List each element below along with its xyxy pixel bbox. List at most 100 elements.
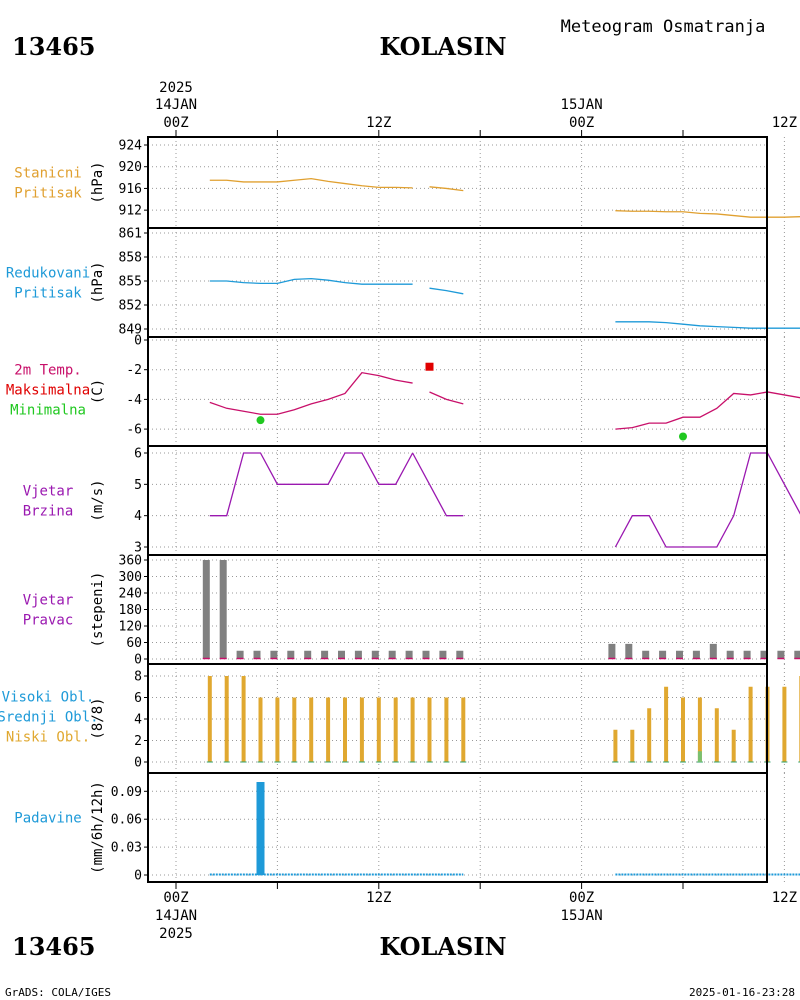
station-name-top: KOLASIN	[379, 32, 506, 61]
panel-4-ytick-label: 5	[134, 478, 142, 493]
panel-5-ylabel: (stepeni)	[90, 572, 106, 648]
low-cloud-bar	[376, 697, 381, 762]
station-id-top: 13465	[12, 32, 96, 61]
panel-2-ytick-label: 849	[119, 323, 142, 338]
low-cloud-bar	[343, 697, 347, 762]
panel-5-ytick-label: 240	[119, 587, 142, 602]
low-cloud-bar	[258, 697, 263, 762]
panel-4-series-line	[412, 452, 431, 485]
wind-direction-bar	[338, 650, 345, 659]
panel-4-legend-2: Brzina	[23, 504, 74, 520]
low-cloud-bar	[359, 697, 364, 762]
max-temp-point	[425, 362, 434, 371]
wind-direction-bar	[219, 560, 227, 659]
bottom-time-label: 12Z	[366, 890, 391, 906]
top-time-label: 00Z	[163, 115, 188, 131]
low-cloud-bar	[613, 729, 618, 762]
panel-4-ylabel: (m/s)	[90, 479, 106, 521]
panel-6-ytick-label: 2	[134, 734, 142, 749]
footer-credit: GrADS: COLA/IGES	[5, 986, 111, 999]
panel-3-ylabel: (C)	[90, 379, 106, 404]
wind-direction-bar	[726, 650, 734, 659]
wind-direction-bar	[794, 650, 800, 659]
panel-1-series-line	[615, 210, 800, 218]
panel-1-frame	[147, 136, 768, 229]
wind-direction-bar	[743, 650, 751, 659]
wind-direction-bar	[354, 650, 362, 659]
top-date-label: 15JAN	[561, 97, 603, 113]
low-cloud-bar	[427, 697, 432, 762]
panel-7-legend-1: Padavine	[14, 811, 81, 827]
panel-1-ytick-label: 920	[119, 160, 142, 175]
panel-2-series-line	[209, 277, 413, 285]
station-id-bottom: 13465	[12, 932, 96, 961]
top-year-label: 2025	[159, 80, 193, 96]
low-cloud-bar	[207, 676, 212, 762]
wind-direction-bar	[625, 643, 633, 659]
wind-direction-bar	[456, 650, 464, 659]
panel-3-series-line	[209, 371, 413, 415]
bottom-date-label: 14JAN	[155, 908, 197, 924]
wind-direction-bar	[760, 650, 768, 659]
low-cloud-bar	[292, 697, 297, 762]
panel-2-legend-1: Redukovani	[6, 266, 90, 282]
panel-5-legend-1: Vjetar	[23, 593, 74, 609]
panel-1-ytick-label: 924	[119, 139, 143, 154]
wind-direction-bar	[709, 643, 717, 659]
wind-direction-bar	[236, 650, 244, 659]
panel-5-legend-2: Pravac	[23, 613, 74, 629]
panel-1-legend-1: Stanicni	[14, 166, 81, 182]
panel-1-legend-2: Pritisak	[14, 186, 82, 202]
panel-6-legend-1: Visoki Obl.	[2, 690, 95, 706]
wind-direction-bar	[439, 650, 447, 659]
bottom-time-label: 00Z	[569, 890, 594, 906]
top-time-label: 00Z	[569, 115, 594, 131]
panel-5-ytick-label: 180	[119, 603, 142, 618]
low-cloud-bar	[681, 697, 685, 762]
wind-direction-bar	[202, 560, 210, 659]
panel-3-ytick-label: -4	[126, 393, 142, 408]
panel-3-series-line	[429, 391, 464, 405]
wind-direction-bar	[405, 650, 413, 659]
panel-3-series-line	[615, 391, 800, 430]
panel-2-ytick-label: 861	[119, 227, 142, 242]
bottom-date-label: 15JAN	[561, 908, 603, 924]
panel-5-ytick-label: 360	[119, 554, 142, 569]
panel-2-ylabel: (hPa)	[90, 261, 106, 303]
low-cloud-bar	[224, 676, 229, 762]
panel-7-ylabel: (mm/6h/12h)	[90, 781, 106, 874]
panel-7-ytick-label: 0	[134, 869, 142, 884]
min-temp-point	[679, 432, 687, 441]
panel-4-series-line	[614, 452, 800, 548]
bottom-time-label: 00Z	[163, 890, 188, 906]
panel-7-ytick-label: 0.06	[111, 813, 142, 828]
panel-6-ytick-label: 6	[134, 691, 142, 706]
bottom-time-label: 12Z	[772, 890, 797, 906]
meteogram-subtitle: Meteogram Osmatranja	[561, 17, 766, 37]
low-cloud-bar	[393, 697, 398, 762]
panel-1-ytick-label: 912	[119, 204, 142, 219]
panel-1-series-line	[209, 178, 413, 189]
low-cloud-bar	[444, 697, 449, 762]
wind-direction-bar	[692, 650, 700, 659]
panel-2-ytick-label: 855	[119, 275, 142, 290]
panel-6-ylabel: (8/8)	[90, 697, 106, 739]
panel-2-ytick-label: 852	[119, 299, 142, 314]
panel-3-ytick-label: -6	[126, 423, 142, 438]
panel-4-legend-1: Vjetar	[23, 484, 74, 500]
panel-5-ytick-label: 300	[119, 570, 142, 585]
top-time-label: 12Z	[366, 115, 391, 131]
panel-5-ytick-label: 0	[134, 653, 142, 668]
panel-7-ytick-label: 0.03	[111, 841, 142, 856]
low-cloud-bar	[241, 676, 246, 762]
low-cloud-bar	[326, 697, 331, 762]
wind-direction-bar	[371, 650, 379, 659]
panel-2-series-line	[615, 321, 800, 329]
low-cloud-bar	[630, 729, 635, 762]
panel-6-ytick-label: 8	[134, 670, 142, 685]
precip-bar	[256, 782, 265, 875]
low-cloud-bar	[461, 697, 466, 762]
panel-4-ytick-label: 4	[134, 509, 142, 524]
low-cloud-bar	[714, 708, 719, 762]
panel-6-ytick-label: 0	[134, 756, 142, 771]
